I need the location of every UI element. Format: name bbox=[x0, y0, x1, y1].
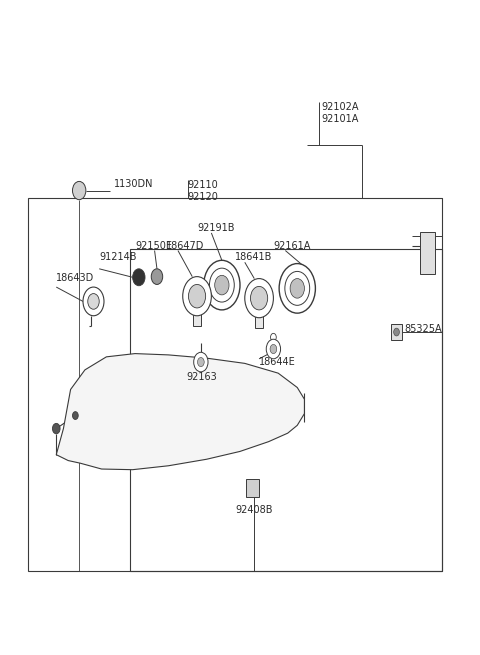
Circle shape bbox=[183, 276, 211, 316]
Circle shape bbox=[266, 339, 281, 359]
Circle shape bbox=[189, 284, 205, 308]
Circle shape bbox=[279, 263, 315, 313]
Bar bbox=[193, 296, 201, 326]
Circle shape bbox=[290, 278, 304, 298]
Circle shape bbox=[271, 333, 276, 341]
Text: 18643D: 18643D bbox=[56, 273, 95, 283]
Text: 85325A: 85325A bbox=[405, 324, 442, 334]
Text: 92191B: 92191B bbox=[197, 223, 235, 233]
Circle shape bbox=[194, 352, 208, 372]
Circle shape bbox=[132, 269, 145, 286]
Text: 92110
92120: 92110 92120 bbox=[188, 180, 218, 202]
Circle shape bbox=[204, 260, 240, 310]
Circle shape bbox=[251, 286, 268, 310]
Circle shape bbox=[209, 268, 234, 302]
Text: 18644E: 18644E bbox=[259, 357, 296, 367]
Text: 92150E: 92150E bbox=[135, 240, 172, 251]
Circle shape bbox=[88, 293, 99, 309]
Text: 92163: 92163 bbox=[187, 372, 217, 382]
Circle shape bbox=[215, 275, 229, 295]
Text: 18647D: 18647D bbox=[166, 240, 204, 251]
Bar bbox=[255, 298, 264, 328]
Text: 91214B: 91214B bbox=[99, 252, 137, 262]
Text: 1130DN: 1130DN bbox=[114, 179, 153, 189]
Circle shape bbox=[52, 423, 60, 434]
Circle shape bbox=[72, 411, 78, 419]
Circle shape bbox=[198, 358, 204, 367]
Text: 92161A: 92161A bbox=[274, 240, 311, 251]
Circle shape bbox=[151, 269, 163, 284]
Circle shape bbox=[72, 181, 86, 200]
Circle shape bbox=[285, 271, 310, 305]
Bar bbox=[391, 324, 402, 340]
Text: 18641B: 18641B bbox=[235, 252, 273, 262]
Bar bbox=[130, 249, 442, 571]
Circle shape bbox=[83, 287, 104, 316]
Circle shape bbox=[245, 278, 274, 318]
Circle shape bbox=[270, 345, 277, 354]
FancyBboxPatch shape bbox=[420, 232, 435, 274]
Polygon shape bbox=[56, 354, 304, 470]
Text: 92408B: 92408B bbox=[236, 505, 273, 515]
Circle shape bbox=[394, 328, 399, 336]
Text: 92102A
92101A: 92102A 92101A bbox=[321, 102, 359, 124]
Bar bbox=[28, 198, 442, 571]
Bar bbox=[246, 479, 259, 497]
